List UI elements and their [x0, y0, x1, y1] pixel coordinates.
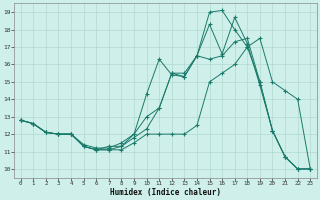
X-axis label: Humidex (Indice chaleur): Humidex (Indice chaleur): [110, 188, 221, 197]
